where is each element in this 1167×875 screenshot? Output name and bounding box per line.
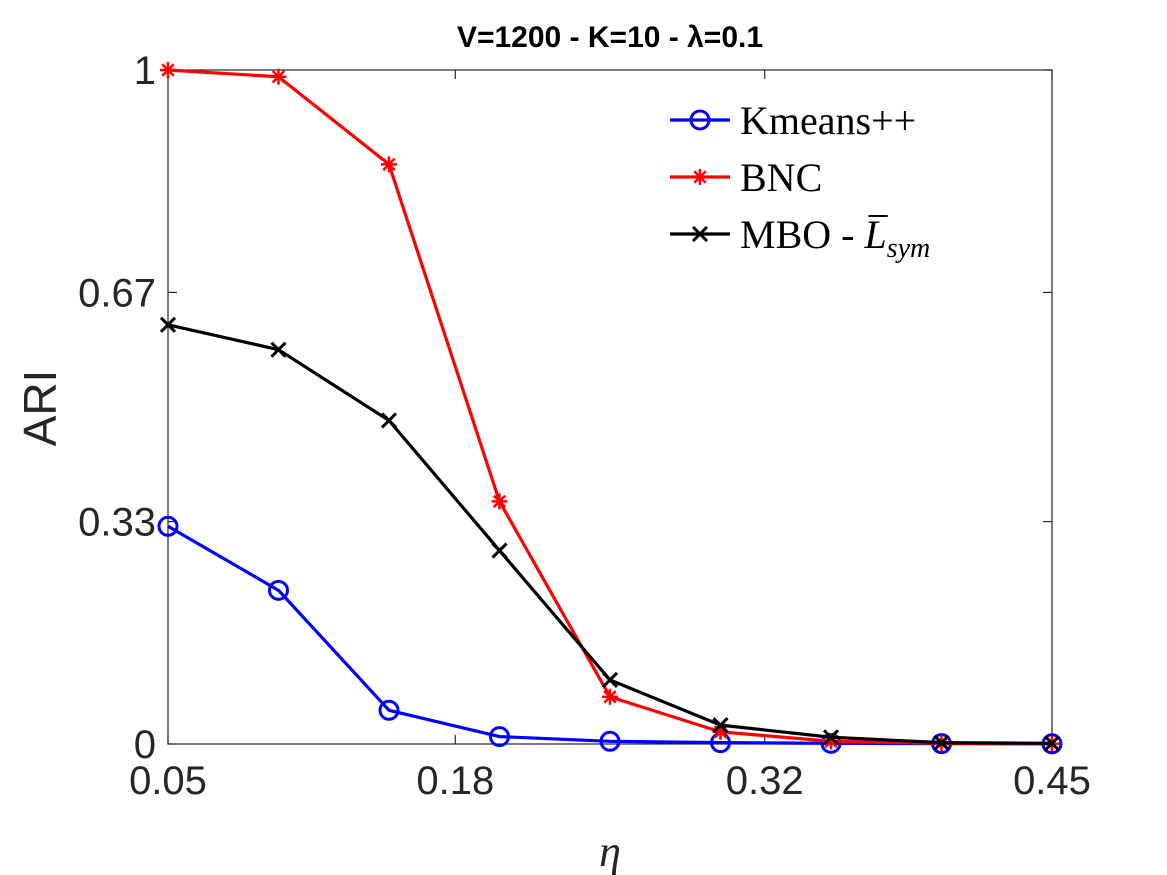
legend-marker	[691, 225, 709, 243]
data-point	[159, 316, 177, 333]
x-tick-label: 0.18	[416, 759, 494, 803]
legend-item: Kmeans++	[670, 98, 916, 143]
data-point	[381, 156, 397, 173]
x-tick-label: 0.05	[129, 759, 207, 803]
legend-label: MBO - Lsym	[740, 212, 930, 264]
plot-area	[167, 69, 1053, 745]
data-point	[1043, 735, 1061, 752]
data-point	[270, 68, 287, 85]
legend-label-main: MBO -	[740, 212, 864, 257]
x-tick-label: 0.32	[726, 759, 804, 803]
chart-title: V=1200 - K=10 - λ=0.1	[457, 21, 763, 54]
x-tick-label: 0.45	[1013, 759, 1091, 803]
data-point	[380, 412, 398, 429]
data-point	[268, 579, 289, 601]
legend-label: Kmeans++	[740, 98, 916, 143]
legend-marker	[689, 109, 711, 131]
data-point	[602, 688, 618, 705]
data-point	[157, 515, 179, 537]
data-point	[933, 734, 950, 751]
data-point	[489, 726, 510, 748]
y-tick-label: 0.33	[78, 501, 156, 545]
data-point	[712, 717, 729, 734]
data-point	[601, 671, 619, 689]
y-tick-label: 1	[134, 49, 156, 93]
legend-marker	[692, 169, 708, 185]
data-point	[378, 699, 400, 721]
legend-label-subscript: sym	[887, 233, 931, 264]
legend-item: MBO - Lsym	[670, 212, 930, 264]
legend-label-symbol: L	[863, 212, 886, 257]
data-point	[822, 729, 840, 746]
y-tick-label: 0	[134, 723, 156, 767]
legend-item: BNC	[670, 155, 822, 200]
series-2	[159, 316, 1061, 752]
x-axis-label: η	[599, 827, 621, 875]
data-point	[491, 542, 508, 559]
data-point	[160, 62, 176, 78]
legend: Kmeans++ BNC MBO - Lsym	[670, 98, 930, 264]
y-tick-label: 0.67	[78, 271, 156, 315]
legend-label: BNC	[740, 155, 822, 200]
y-axis-label: ARI	[14, 370, 66, 447]
data-point	[491, 493, 508, 510]
data-point	[599, 730, 621, 752]
data-point	[270, 341, 287, 358]
